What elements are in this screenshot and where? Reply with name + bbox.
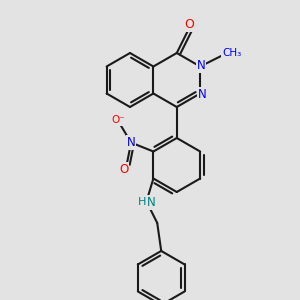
Text: N: N bbox=[197, 59, 206, 72]
Text: H: H bbox=[138, 197, 147, 208]
Text: N: N bbox=[147, 196, 156, 209]
Text: O: O bbox=[119, 163, 128, 176]
Text: CH₃: CH₃ bbox=[222, 48, 241, 58]
Text: N: N bbox=[127, 136, 136, 149]
Text: N: N bbox=[198, 88, 206, 101]
Text: CH₃: CH₃ bbox=[222, 48, 241, 58]
Text: O: O bbox=[184, 18, 194, 31]
Text: O⁻: O⁻ bbox=[111, 115, 125, 125]
